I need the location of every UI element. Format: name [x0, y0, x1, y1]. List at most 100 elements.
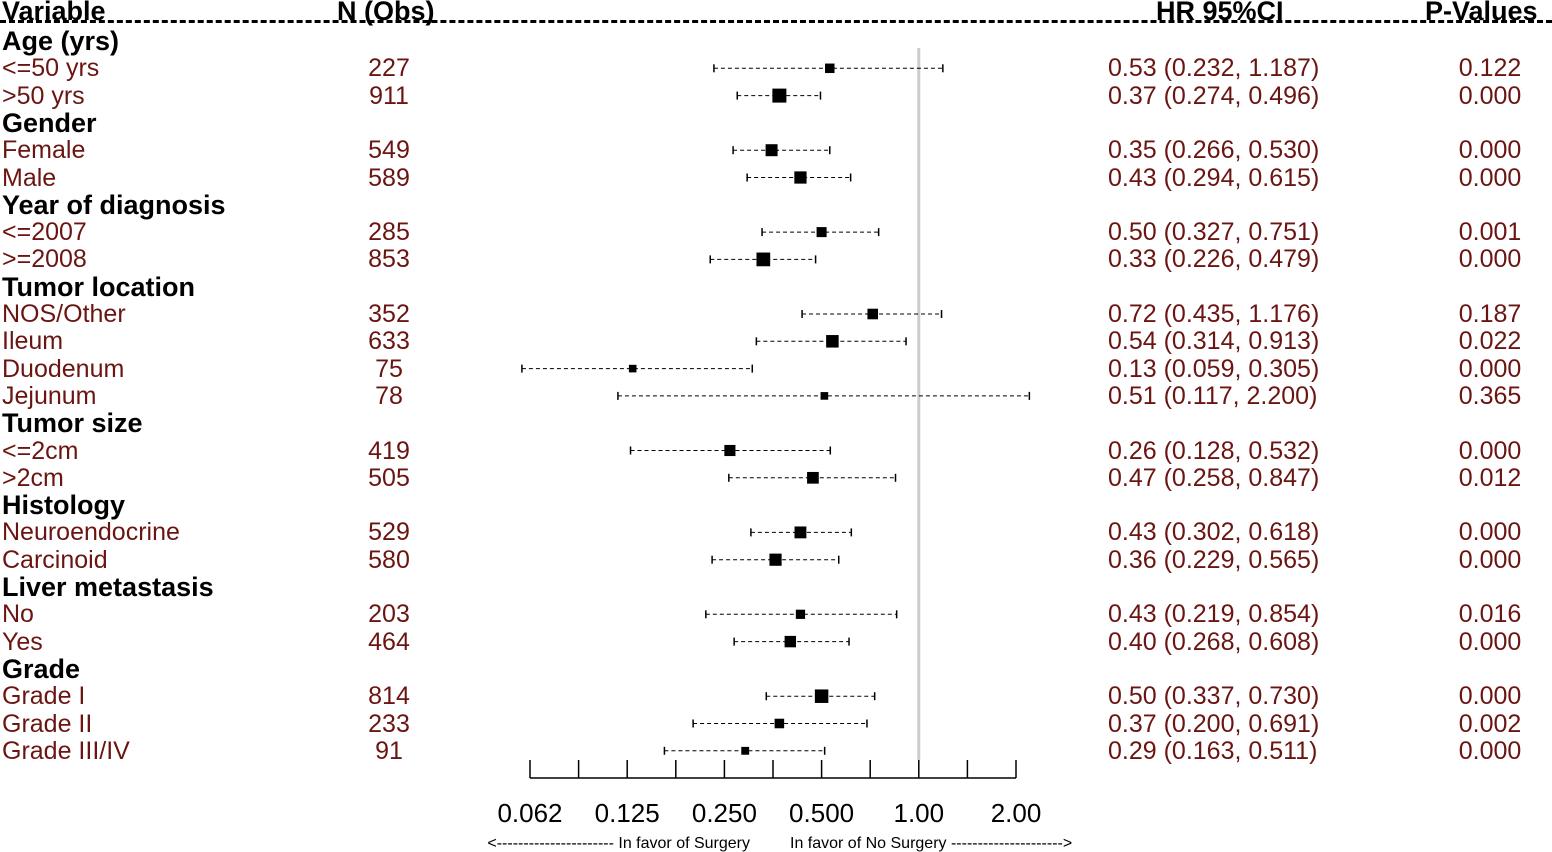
hr-point-marker	[784, 635, 797, 648]
row-n-obs: 464	[368, 627, 410, 656]
row-n-obs: 633	[368, 327, 410, 356]
row-label: Neuroendocrine	[2, 518, 180, 547]
row-p-value: 0.000	[1458, 682, 1522, 711]
row-n-obs: 580	[368, 545, 410, 574]
row-hr-ci: 0.50 (0.337, 0.730)	[1108, 682, 1320, 711]
row-label: Grade II	[2, 709, 93, 738]
row-n-obs: 352	[368, 300, 410, 328]
group-label: Tumor location	[2, 271, 195, 302]
hr-point-marker	[814, 689, 829, 703]
favor-left-label: <---------------------- In favor of Surg…	[487, 835, 750, 852]
hr-point-marker	[826, 335, 839, 348]
row-n-obs: 75	[375, 354, 403, 383]
row-hr-ci: 0.47 (0.258, 0.847)	[1108, 463, 1320, 492]
row-n-obs: 203	[368, 600, 410, 629]
row-hr-ci: 0.43 (0.219, 0.854)	[1108, 600, 1320, 629]
row-p-value: 0.012	[1458, 463, 1522, 492]
row-n-obs: 285	[368, 218, 410, 247]
row-n-obs: 529	[368, 518, 410, 547]
group-label: Histology	[2, 490, 126, 521]
row-hr-ci: 0.51 (0.117, 2.200)	[1108, 381, 1318, 410]
row-n-obs: 505	[368, 463, 410, 492]
row-p-value: 0.000	[1458, 245, 1522, 274]
row-p-value: 0.000	[1458, 545, 1522, 574]
row-label: >2cm	[2, 463, 64, 492]
row-p-value: 0.016	[1458, 600, 1522, 629]
row-p-value: 0.000	[1458, 354, 1522, 383]
hr-point-marker	[741, 746, 750, 755]
row-label: Male	[2, 163, 57, 192]
row-hr-ci: 0.54 (0.314, 0.913)	[1108, 327, 1320, 356]
row-label: No	[2, 600, 34, 629]
row-hr-ci: 0.43 (0.294, 0.615)	[1108, 163, 1320, 192]
row-hr-ci: 0.72 (0.435, 1.176)	[1108, 300, 1320, 328]
row-n-obs: 853	[368, 245, 410, 274]
row-label: Ileum	[2, 327, 64, 356]
row-hr-ci: 0.13 (0.059, 0.305)	[1108, 354, 1320, 383]
header-divider	[0, 20, 1552, 23]
row-n-obs: 227	[368, 54, 410, 83]
row-label: <=2007	[2, 218, 87, 247]
row-n-obs: 78	[375, 381, 403, 410]
hr-point-marker	[765, 144, 778, 157]
row-p-value: 0.000	[1458, 163, 1522, 192]
row-label: <=50 yrs	[2, 54, 100, 83]
x-tick-label: 0.062	[497, 798, 562, 828]
row-p-value: 0.000	[1458, 736, 1522, 765]
row-hr-ci: 0.35 (0.266, 0.530)	[1108, 136, 1320, 165]
hr-point-marker	[628, 364, 637, 373]
hr-point-marker	[794, 526, 807, 539]
group-label: Year of diagnosis	[2, 189, 226, 220]
row-hr-ci: 0.53 (0.232, 1.187)	[1108, 54, 1320, 83]
row-label: Grade III/IV	[2, 736, 130, 765]
hr-point-marker	[825, 63, 835, 74]
hr-point-marker	[816, 227, 827, 238]
hr-point-marker	[795, 609, 806, 619]
row-p-value: 0.000	[1458, 81, 1522, 110]
row-p-value: 0.365	[1458, 381, 1522, 410]
row-p-value: 0.122	[1458, 54, 1522, 83]
group-label: Age (yrs)	[2, 26, 120, 56]
hr-point-marker	[724, 444, 736, 457]
row-p-value: 0.000	[1458, 518, 1522, 547]
row-n-obs: 589	[368, 163, 410, 192]
row-p-value: 0.000	[1458, 436, 1522, 465]
row-label: Carcinoid	[2, 545, 108, 574]
row-hr-ci: 0.50 (0.327, 0.751)	[1108, 218, 1320, 247]
favor-right-label: In favor of No Surgery -----------------…	[790, 835, 1072, 852]
hr-point-marker	[820, 392, 829, 400]
row-n-obs: 91	[375, 736, 403, 765]
row-hr-ci: 0.33 (0.226, 0.479)	[1108, 245, 1320, 274]
row-hr-ci: 0.29 (0.163, 0.511)	[1108, 736, 1318, 765]
row-p-value: 0.000	[1458, 136, 1522, 165]
row-hr-ci: 0.37 (0.274, 0.496)	[1108, 81, 1320, 110]
group-label: Liver metastasis	[2, 572, 214, 602]
row-hr-ci: 0.40 (0.268, 0.608)	[1108, 627, 1320, 656]
row-label: <=2cm	[2, 436, 79, 465]
row-n-obs: 814	[368, 682, 410, 711]
row-label: >=2008	[2, 245, 87, 274]
group-label: Grade	[2, 653, 81, 684]
row-hr-ci: 0.26 (0.128, 0.532)	[1108, 436, 1320, 465]
x-tick-label: 1.00	[893, 798, 944, 828]
hr-point-marker	[769, 553, 782, 566]
row-label: >50 yrs	[2, 81, 85, 110]
row-label: Grade I	[2, 682, 86, 711]
hr-point-marker	[772, 88, 787, 103]
group-label: Gender	[2, 107, 97, 138]
row-label: NOS/Other	[2, 300, 126, 328]
x-tick-label: 0.125	[595, 798, 660, 828]
row-label: Jejunum	[2, 381, 97, 410]
x-tick-label: 0.500	[789, 798, 854, 828]
row-p-value: 0.002	[1458, 709, 1522, 738]
hr-point-marker	[867, 308, 879, 320]
hr-point-marker	[756, 252, 771, 267]
x-tick-label: 2.00	[991, 798, 1042, 828]
row-p-value: 0.000	[1458, 627, 1522, 656]
row-n-obs: 549	[368, 136, 410, 165]
row-n-obs: 419	[368, 436, 410, 465]
row-hr-ci: 0.36 (0.229, 0.565)	[1108, 545, 1320, 574]
row-p-value: 0.022	[1458, 327, 1522, 356]
